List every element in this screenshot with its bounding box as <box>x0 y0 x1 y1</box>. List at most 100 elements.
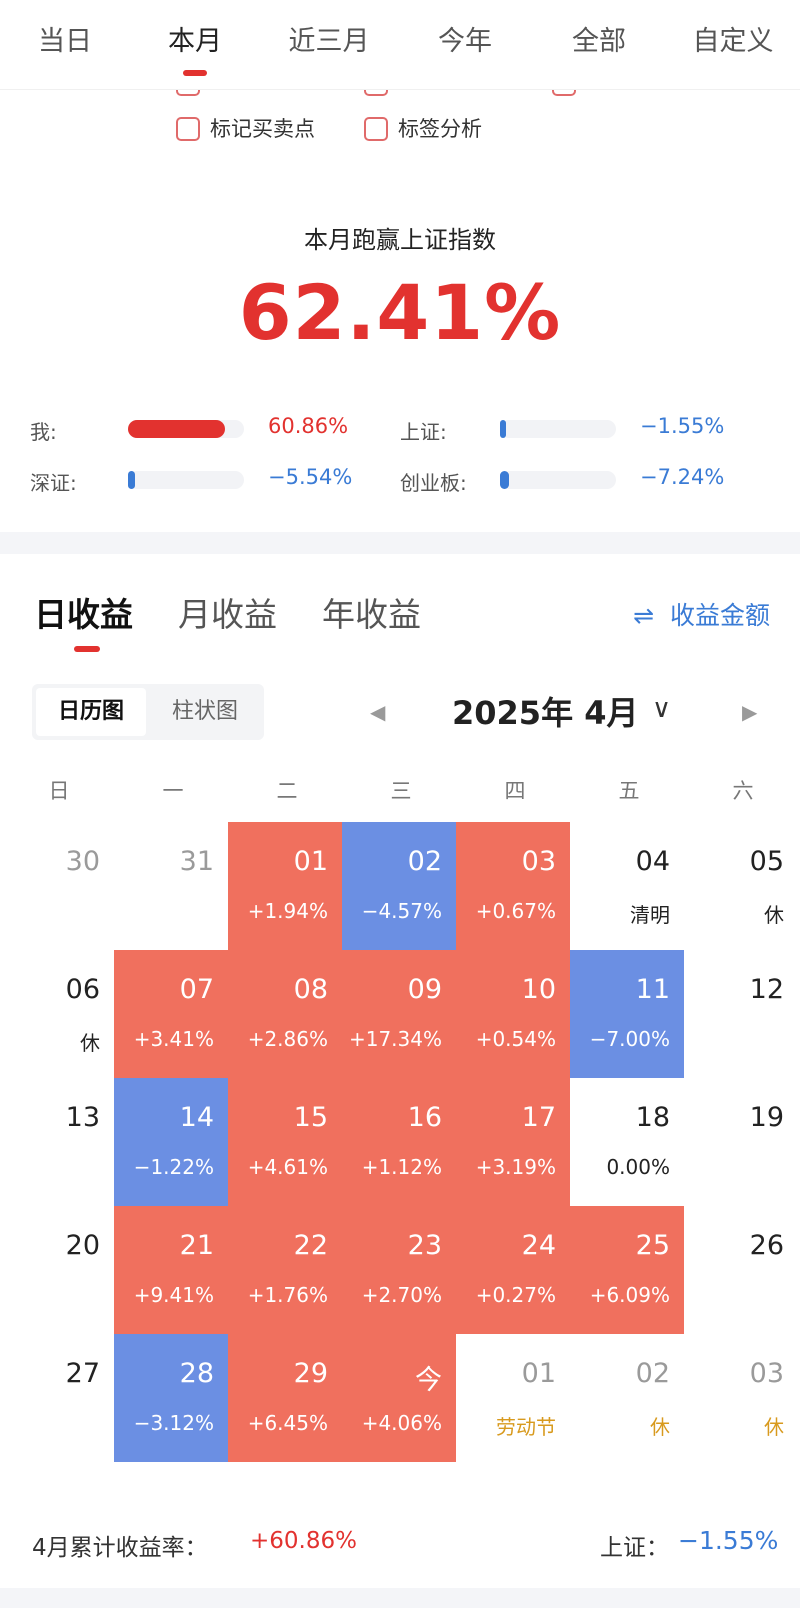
tab-custom[interactable]: 自定义 <box>686 22 780 62</box>
tab-this-year-label: 今年 <box>438 26 492 57</box>
comparison-label: 深证: <box>30 471 77 495</box>
tab-this-month[interactable]: 本月 <box>162 22 228 76</box>
calendar-day-cell[interactable]: 今 +4.06% <box>342 1334 456 1462</box>
beat-index-title: 本月跑赢上证指数 <box>304 226 496 254</box>
calendar-day-number: 03 <box>749 1358 784 1389</box>
toggle-amount-button[interactable]: ⇌ 收益金额 <box>633 596 770 632</box>
toggle-amount-label: 收益金额 <box>669 601 770 630</box>
calendar-day-cell[interactable]: 20 <box>0 1206 114 1334</box>
calendar-day-cell[interactable]: 10 +0.54% <box>456 950 570 1078</box>
next-month-icon[interactable]: ▶ <box>742 700 758 724</box>
calendar-day-cell[interactable]: 11 −7.00% <box>570 950 684 1078</box>
calendar-holiday-label: 劳动节 <box>496 1415 556 1439</box>
calendar-day-number: 06 <box>65 974 100 1005</box>
calendar-day-cell[interactable]: 06 休 <box>0 950 114 1078</box>
tab-this-year[interactable]: 今年 <box>432 22 498 62</box>
calendar-day-cell[interactable]: 05 休 <box>684 822 798 950</box>
calendar-day-cell[interactable]: 24 +0.27% <box>456 1206 570 1334</box>
calendar-day-return: +0.27% <box>475 1283 556 1307</box>
tab-monthly-returns[interactable]: 月收益 <box>178 595 277 634</box>
beat-index-value: 62.41% <box>238 268 562 357</box>
calendar-day-cell[interactable]: 21 +9.41% <box>114 1206 228 1334</box>
calendar-day-cell[interactable]: 18 0.00% <box>570 1078 684 1206</box>
weekday-label: 四 <box>504 779 526 803</box>
tab-last-three-months[interactable]: 近三月 <box>282 22 376 62</box>
weekday-label: 日 <box>48 779 70 803</box>
calendar-day-cell[interactable]: 02 −4.57% <box>342 822 456 950</box>
checkbox-partial[interactable] <box>364 90 388 96</box>
calendar-day-cell[interactable]: 01 +1.94% <box>228 822 342 950</box>
calendar-day-cell[interactable]: 07 +3.41% <box>114 950 228 1078</box>
calendar-day-number: 27 <box>65 1358 100 1389</box>
calendar-day-number: 02 <box>635 1358 670 1389</box>
calendar-day-return: +2.70% <box>361 1283 442 1307</box>
calendar-day-number: 21 <box>179 1230 214 1261</box>
chevron-down-icon[interactable]: ∨ <box>652 694 672 724</box>
calendar-day-cell[interactable]: 17 +3.19% <box>456 1078 570 1206</box>
checkbox-partial[interactable] <box>176 90 200 96</box>
calendar-day-cell[interactable]: 04 清明 <box>570 822 684 950</box>
calendar-day-return: −4.57% <box>361 899 442 923</box>
calendar-day-cell[interactable]: 23 +2.70% <box>342 1206 456 1334</box>
calendar-day-return: −7.00% <box>589 1027 670 1051</box>
calendar-day-cell[interactable]: 30 <box>0 822 114 950</box>
checkbox-partial[interactable] <box>552 90 576 96</box>
cumulative-return-label: 4月累计收益率： <box>32 1535 208 1561</box>
prev-month-icon[interactable]: ◀ <box>370 700 386 724</box>
index-return-label: 上证： <box>600 1535 669 1561</box>
mark-trades-label[interactable]: 标记买卖点 <box>210 117 315 141</box>
tab-today-label: 当日 <box>38 26 92 57</box>
calendar-day-cell[interactable]: 03 +0.67% <box>456 822 570 950</box>
calendar-day-cell[interactable]: 16 +1.12% <box>342 1078 456 1206</box>
tab-all-label: 全部 <box>572 26 626 57</box>
calendar-day-number: 12 <box>749 974 784 1005</box>
calendar-day-cell[interactable]: 14 −1.22% <box>114 1078 228 1206</box>
weekday-label: 五 <box>618 779 640 803</box>
calendar-day-cell[interactable]: 03 休 <box>684 1334 798 1462</box>
calendar-day-cell[interactable]: 02 休 <box>570 1334 684 1462</box>
calendar-day-cell[interactable]: 08 +2.86% <box>228 950 342 1078</box>
calendar-day-number: 14 <box>179 1102 214 1133</box>
calendar-day-cell[interactable]: 19 <box>684 1078 798 1206</box>
mark-trades-checkbox[interactable] <box>176 117 200 141</box>
calendar-day-number: 19 <box>749 1102 784 1133</box>
tab-yearly-returns[interactable]: 年收益 <box>322 595 421 634</box>
calendar-day-cell[interactable]: 12 <box>684 950 798 1078</box>
bottom-divider <box>0 1588 800 1608</box>
comparison-track <box>500 471 616 489</box>
calendar-day-number: 23 <box>407 1230 442 1261</box>
calendar-day-number: 15 <box>293 1102 328 1133</box>
calendar-day-cell[interactable]: 22 +1.76% <box>228 1206 342 1334</box>
calendar-day-number: 17 <box>521 1102 556 1133</box>
calendar-day-return: +17.34% <box>348 1027 442 1051</box>
calendar-view-button[interactable]: 日历图 <box>36 688 146 736</box>
view-toggle: 日历图 柱状图 <box>32 684 264 740</box>
weekday-label: 一 <box>162 779 184 803</box>
calendar-day-cell[interactable]: 09 +17.34% <box>342 950 456 1078</box>
calendar-day-cell[interactable]: 28 −3.12% <box>114 1334 228 1462</box>
calendar-day-number: 24 <box>521 1230 556 1261</box>
tab-all[interactable]: 全部 <box>566 22 632 62</box>
calendar-day-cell[interactable]: 27 <box>0 1334 114 1462</box>
tab-today[interactable]: 当日 <box>32 22 98 62</box>
comparison-value: −1.55% <box>640 414 725 438</box>
calendar-day-cell[interactable]: 31 <box>114 822 228 950</box>
comparison-label: 创业板: <box>400 471 467 495</box>
calendar-holiday-label: 清明 <box>630 903 670 927</box>
calendar-day-cell[interactable]: 26 <box>684 1206 798 1334</box>
calendar-holiday-label: 休 <box>764 1415 784 1439</box>
month-selector[interactable]: 2025年 4月 <box>452 694 639 732</box>
calendar-day-cell[interactable]: 15 +4.61% <box>228 1078 342 1206</box>
tab-daily-returns[interactable]: 日收益 <box>34 595 133 634</box>
calendar-day-cell[interactable]: 13 <box>0 1078 114 1206</box>
cumulative-return-value: +60.86% <box>250 1528 357 1554</box>
calendar-day-cell[interactable]: 29 +6.45% <box>228 1334 342 1462</box>
calendar-day-number: 29 <box>293 1358 328 1389</box>
tag-analysis-label[interactable]: 标签分析 <box>398 117 482 141</box>
calendar-day-number: 30 <box>65 846 100 877</box>
calendar-day-number: 31 <box>179 846 214 877</box>
bar-chart-view-button[interactable]: 柱状图 <box>171 699 238 724</box>
calendar-day-cell[interactable]: 01 劳动节 <box>456 1334 570 1462</box>
calendar-day-cell[interactable]: 25 +6.09% <box>570 1206 684 1334</box>
tag-analysis-checkbox[interactable] <box>364 117 388 141</box>
